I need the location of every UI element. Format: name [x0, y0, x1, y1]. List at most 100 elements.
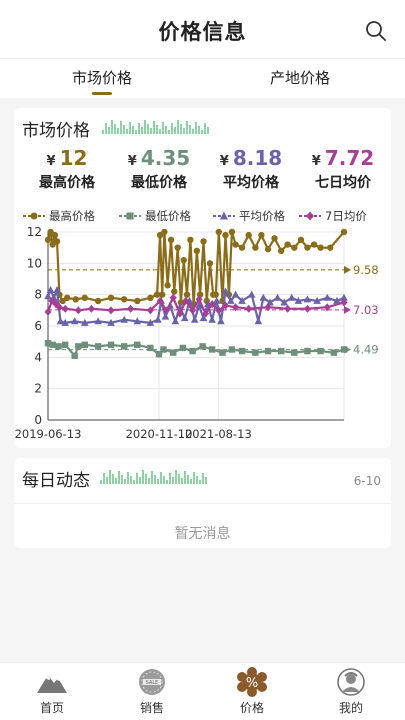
price-tabs: 市场价格 产地价格 [0, 58, 405, 98]
legend-item[interactable]: 7日均价 [298, 208, 367, 224]
nav-item-price[interactable]: % 价格 [217, 667, 287, 716]
market-price-card: 市场价格 ¥12 最高价格 ¥4.35 最低价格 ¥8.18 平均价格 ¥7.7… [14, 108, 391, 448]
data-point [231, 290, 240, 298]
data-point [120, 315, 128, 323]
data-point [59, 297, 66, 305]
data-point [219, 349, 226, 356]
legend-item[interactable]: 最低价格 [118, 208, 191, 224]
data-point [252, 349, 259, 356]
nav-label-price: 价格 [239, 701, 264, 715]
data-point [44, 236, 52, 244]
y-tick-label: 4 [34, 350, 42, 364]
data-point [44, 340, 52, 347]
bottom-nav: 首页 SALE 销售 % 价格 我的 [0, 662, 405, 720]
legend-swatch [299, 211, 321, 221]
data-point [340, 298, 348, 307]
svg-text:SALE: SALE [146, 680, 159, 686]
data-point [232, 241, 239, 248]
data-point [259, 293, 268, 301]
data-point [147, 294, 154, 301]
data-point [264, 303, 272, 312]
data-point [154, 315, 162, 323]
data-point [247, 290, 256, 298]
nav-item-mine[interactable]: 我的 [316, 667, 386, 716]
data-point [273, 293, 282, 301]
data-point [189, 306, 197, 315]
data-point [317, 244, 324, 251]
data-point [127, 304, 135, 313]
y-tick-label: 10 [27, 256, 42, 270]
data-point [189, 347, 196, 355]
data-point [94, 297, 102, 305]
data-point [120, 296, 128, 303]
data-point [303, 295, 312, 303]
data-point [212, 296, 221, 304]
data-point [206, 260, 214, 267]
y-tick-label: 12 [27, 226, 42, 239]
mark-line-label: 7.03 [353, 303, 379, 317]
chart-legend: 最高价格 最低价格 平均价格 7日均价 [22, 208, 392, 226]
data-point [134, 297, 141, 305]
data-point [63, 294, 71, 301]
stat-max: ¥12 最高价格 [22, 146, 112, 192]
legend-swatch [119, 212, 141, 220]
percent-icon: % [237, 667, 267, 697]
nav-item-sales[interactable]: SALE 销售 [117, 667, 187, 716]
stat-avg-value: ¥8.18 [219, 146, 283, 170]
data-point [195, 301, 203, 309]
daily-news-date: 6-10 [353, 474, 381, 488]
mark-line-label: 4.49 [353, 343, 379, 357]
data-point [87, 304, 95, 313]
legend-item[interactable]: 最高价格 [22, 208, 95, 224]
data-point [62, 341, 69, 348]
tab-origin-price[interactable]: 产地价格 [270, 69, 331, 87]
search-icon[interactable] [365, 20, 387, 42]
data-point [227, 296, 235, 304]
data-point [167, 236, 175, 244]
tab-market-price[interactable]: 市场价格 [72, 69, 133, 87]
stat-max-value: ¥12 [46, 146, 88, 170]
data-point [313, 296, 321, 304]
legend-item[interactable]: 平均价格 [212, 208, 285, 224]
data-point [180, 257, 187, 264]
data-point [163, 306, 171, 315]
stat-min: ¥4.35 最低价格 [114, 146, 204, 192]
data-point [61, 304, 69, 313]
data-point [330, 349, 338, 356]
data-point [75, 343, 82, 350]
data-point [195, 295, 203, 304]
data-point [238, 244, 246, 251]
y-tick-label: 0 [34, 413, 42, 427]
data-point [44, 292, 52, 300]
data-point [107, 341, 115, 348]
data-point [252, 244, 259, 251]
data-point [208, 300, 216, 309]
data-point [70, 317, 79, 325]
data-point [134, 341, 141, 348]
data-point [287, 293, 296, 301]
data-point [264, 246, 272, 253]
data-point [94, 343, 102, 350]
mark-line-label: 9.58 [353, 263, 379, 277]
data-point [202, 309, 210, 318]
data-point [258, 231, 265, 239]
data-point [107, 318, 115, 326]
nav-item-home[interactable]: 首页 [17, 667, 87, 716]
data-point [53, 285, 61, 293]
data-point [221, 287, 230, 295]
data-point [271, 235, 278, 242]
stat-avg: ¥8.18 平均价格 [206, 146, 296, 192]
data-point [277, 347, 285, 355]
data-point [277, 247, 285, 254]
data-point [291, 244, 298, 251]
data-point [294, 296, 303, 304]
nav-label-mine: 我的 [338, 701, 363, 715]
data-point [120, 343, 128, 350]
data-point [146, 306, 154, 315]
data-point [199, 314, 208, 322]
data-point [174, 244, 181, 251]
data-point [48, 296, 56, 305]
data-point [215, 228, 223, 236]
legend-label: 最低价格 [145, 209, 191, 223]
